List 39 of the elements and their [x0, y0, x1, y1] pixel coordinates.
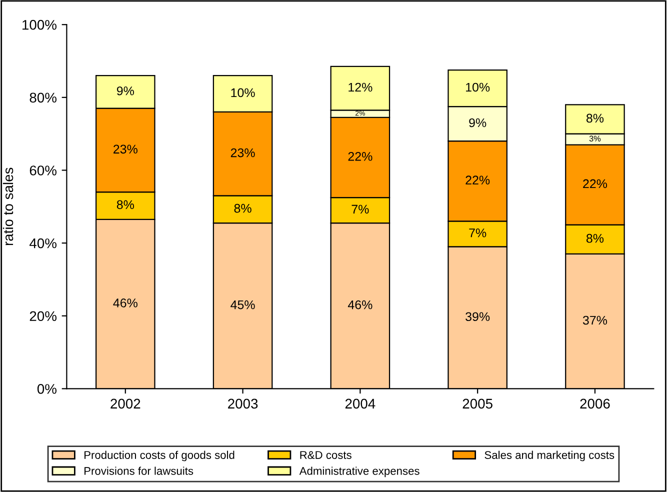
data-label: 46%: [348, 300, 372, 310]
data-label: 45%: [230, 300, 255, 310]
data-label: 8%: [234, 204, 252, 213]
data-label: 12%: [348, 82, 372, 92]
data-label: 39%: [466, 312, 490, 322]
y-tick-label: 80%: [30, 92, 56, 103]
legend-label: Administrative expenses: [299, 466, 420, 478]
data-label: 22%: [348, 152, 372, 161]
data-label: 8%: [586, 114, 604, 123]
data-label: 22%: [583, 179, 608, 188]
data-label: 8%: [586, 234, 604, 243]
data-label: 37%: [582, 316, 608, 325]
x-tick-label: 2002: [110, 398, 140, 409]
legend-label: Production costs of goods sold: [84, 450, 234, 462]
data-label: 7%: [352, 204, 369, 214]
x-tick-label: 2006: [580, 398, 610, 409]
data-label: 8%: [116, 200, 134, 210]
y-tick-label: 40%: [30, 238, 56, 248]
data-label: 10%: [466, 82, 490, 92]
data-label: 22%: [466, 176, 490, 184]
y-tick-label: 0%: [37, 384, 56, 394]
y-tick-label: 60%: [30, 166, 56, 176]
y-tick-label: 20%: [30, 311, 56, 322]
x-tick-label: 2003: [228, 398, 258, 409]
data-label: 9%: [469, 118, 486, 128]
data-label: 3%: [589, 136, 601, 142]
data-label: 10%: [231, 88, 255, 98]
legend-label: R&D costs: [300, 451, 352, 459]
y-axis-title: ratio to sales: [2, 168, 14, 246]
y-tick-label: 100%: [22, 20, 56, 30]
data-label: 23%: [230, 148, 255, 158]
data-label: 23%: [114, 144, 138, 154]
data-label: 9%: [116, 86, 134, 96]
legend-label: Provisions for lawsuits: [84, 466, 194, 475]
x-tick-label: 2004: [345, 398, 376, 409]
legend-label: Sales and marketing costs: [484, 450, 614, 462]
data-label: 46%: [113, 298, 138, 308]
data-label: 7%: [469, 228, 486, 238]
x-tick-label: 2005: [462, 398, 492, 409]
